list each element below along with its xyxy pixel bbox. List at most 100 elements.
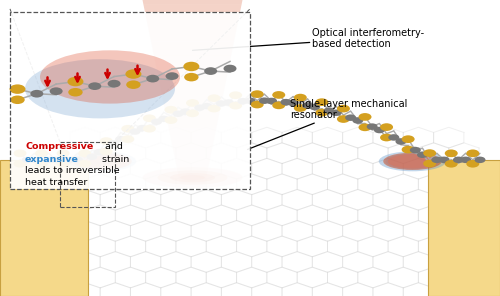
Circle shape — [423, 149, 436, 157]
Circle shape — [184, 73, 198, 81]
Circle shape — [14, 149, 26, 157]
Circle shape — [56, 149, 70, 157]
Circle shape — [126, 69, 142, 79]
Circle shape — [380, 123, 393, 131]
Polygon shape — [172, 142, 213, 147]
Circle shape — [294, 104, 307, 112]
Circle shape — [410, 147, 421, 153]
Circle shape — [78, 160, 91, 168]
Polygon shape — [165, 110, 220, 115]
Ellipse shape — [158, 170, 228, 185]
Bar — [10, 12, 250, 189]
Polygon shape — [167, 119, 218, 124]
Circle shape — [136, 125, 147, 131]
Polygon shape — [156, 69, 228, 73]
Text: and: and — [102, 142, 124, 151]
Circle shape — [272, 91, 285, 99]
Circle shape — [108, 140, 119, 147]
Circle shape — [208, 105, 220, 112]
Ellipse shape — [40, 50, 180, 104]
Circle shape — [438, 157, 450, 163]
Circle shape — [402, 146, 414, 153]
Polygon shape — [172, 147, 212, 151]
Ellipse shape — [170, 173, 215, 182]
Circle shape — [250, 90, 264, 98]
Polygon shape — [176, 165, 209, 170]
Polygon shape — [144, 4, 242, 9]
Circle shape — [122, 135, 134, 143]
Ellipse shape — [78, 154, 128, 169]
Circle shape — [331, 110, 342, 116]
Circle shape — [250, 101, 264, 108]
Circle shape — [172, 110, 184, 117]
Circle shape — [337, 105, 350, 112]
Circle shape — [194, 104, 205, 111]
Circle shape — [184, 62, 200, 71]
Circle shape — [445, 149, 458, 157]
Polygon shape — [150, 37, 235, 41]
Circle shape — [100, 148, 113, 155]
Circle shape — [316, 109, 328, 116]
Circle shape — [108, 80, 120, 88]
Polygon shape — [163, 101, 222, 105]
Circle shape — [366, 123, 378, 130]
Circle shape — [166, 72, 178, 80]
Polygon shape — [177, 170, 208, 174]
Circle shape — [130, 128, 140, 135]
Ellipse shape — [180, 175, 205, 180]
Circle shape — [164, 116, 177, 124]
Circle shape — [345, 115, 356, 121]
Circle shape — [88, 82, 102, 90]
Ellipse shape — [25, 59, 175, 118]
Circle shape — [78, 149, 91, 157]
Circle shape — [164, 106, 177, 114]
Text: strain: strain — [99, 155, 129, 163]
Circle shape — [380, 134, 393, 141]
Polygon shape — [161, 92, 224, 96]
Circle shape — [216, 100, 226, 107]
Circle shape — [151, 118, 162, 125]
Circle shape — [229, 102, 242, 110]
Circle shape — [244, 98, 256, 104]
Circle shape — [35, 160, 48, 168]
Circle shape — [288, 100, 298, 106]
Circle shape — [280, 99, 291, 105]
Ellipse shape — [76, 153, 130, 169]
Circle shape — [126, 81, 140, 89]
Ellipse shape — [74, 153, 132, 170]
Circle shape — [186, 110, 199, 117]
Bar — [0, 160, 88, 296]
Circle shape — [294, 94, 307, 102]
Polygon shape — [170, 138, 214, 142]
Circle shape — [324, 107, 334, 114]
Circle shape — [202, 103, 212, 109]
Ellipse shape — [379, 151, 446, 171]
Circle shape — [358, 113, 372, 121]
Circle shape — [94, 149, 104, 155]
Circle shape — [143, 125, 156, 133]
Bar — [60, 142, 115, 207]
Polygon shape — [169, 128, 216, 133]
Ellipse shape — [69, 151, 136, 171]
Polygon shape — [174, 151, 212, 156]
Polygon shape — [160, 87, 224, 92]
Polygon shape — [146, 14, 240, 18]
Polygon shape — [158, 73, 228, 78]
Polygon shape — [148, 28, 237, 32]
Ellipse shape — [142, 167, 242, 188]
Circle shape — [65, 157, 76, 163]
Circle shape — [180, 108, 191, 115]
Circle shape — [453, 157, 464, 163]
Circle shape — [204, 67, 217, 75]
Circle shape — [68, 77, 84, 86]
Polygon shape — [144, 9, 240, 14]
Polygon shape — [154, 55, 231, 60]
Ellipse shape — [384, 153, 442, 170]
Text: leads to irreversible: leads to irreversible — [25, 166, 120, 175]
Polygon shape — [158, 78, 226, 83]
Circle shape — [259, 97, 270, 104]
Circle shape — [44, 157, 54, 163]
Circle shape — [423, 160, 436, 167]
Circle shape — [272, 102, 285, 109]
Polygon shape — [174, 156, 210, 160]
